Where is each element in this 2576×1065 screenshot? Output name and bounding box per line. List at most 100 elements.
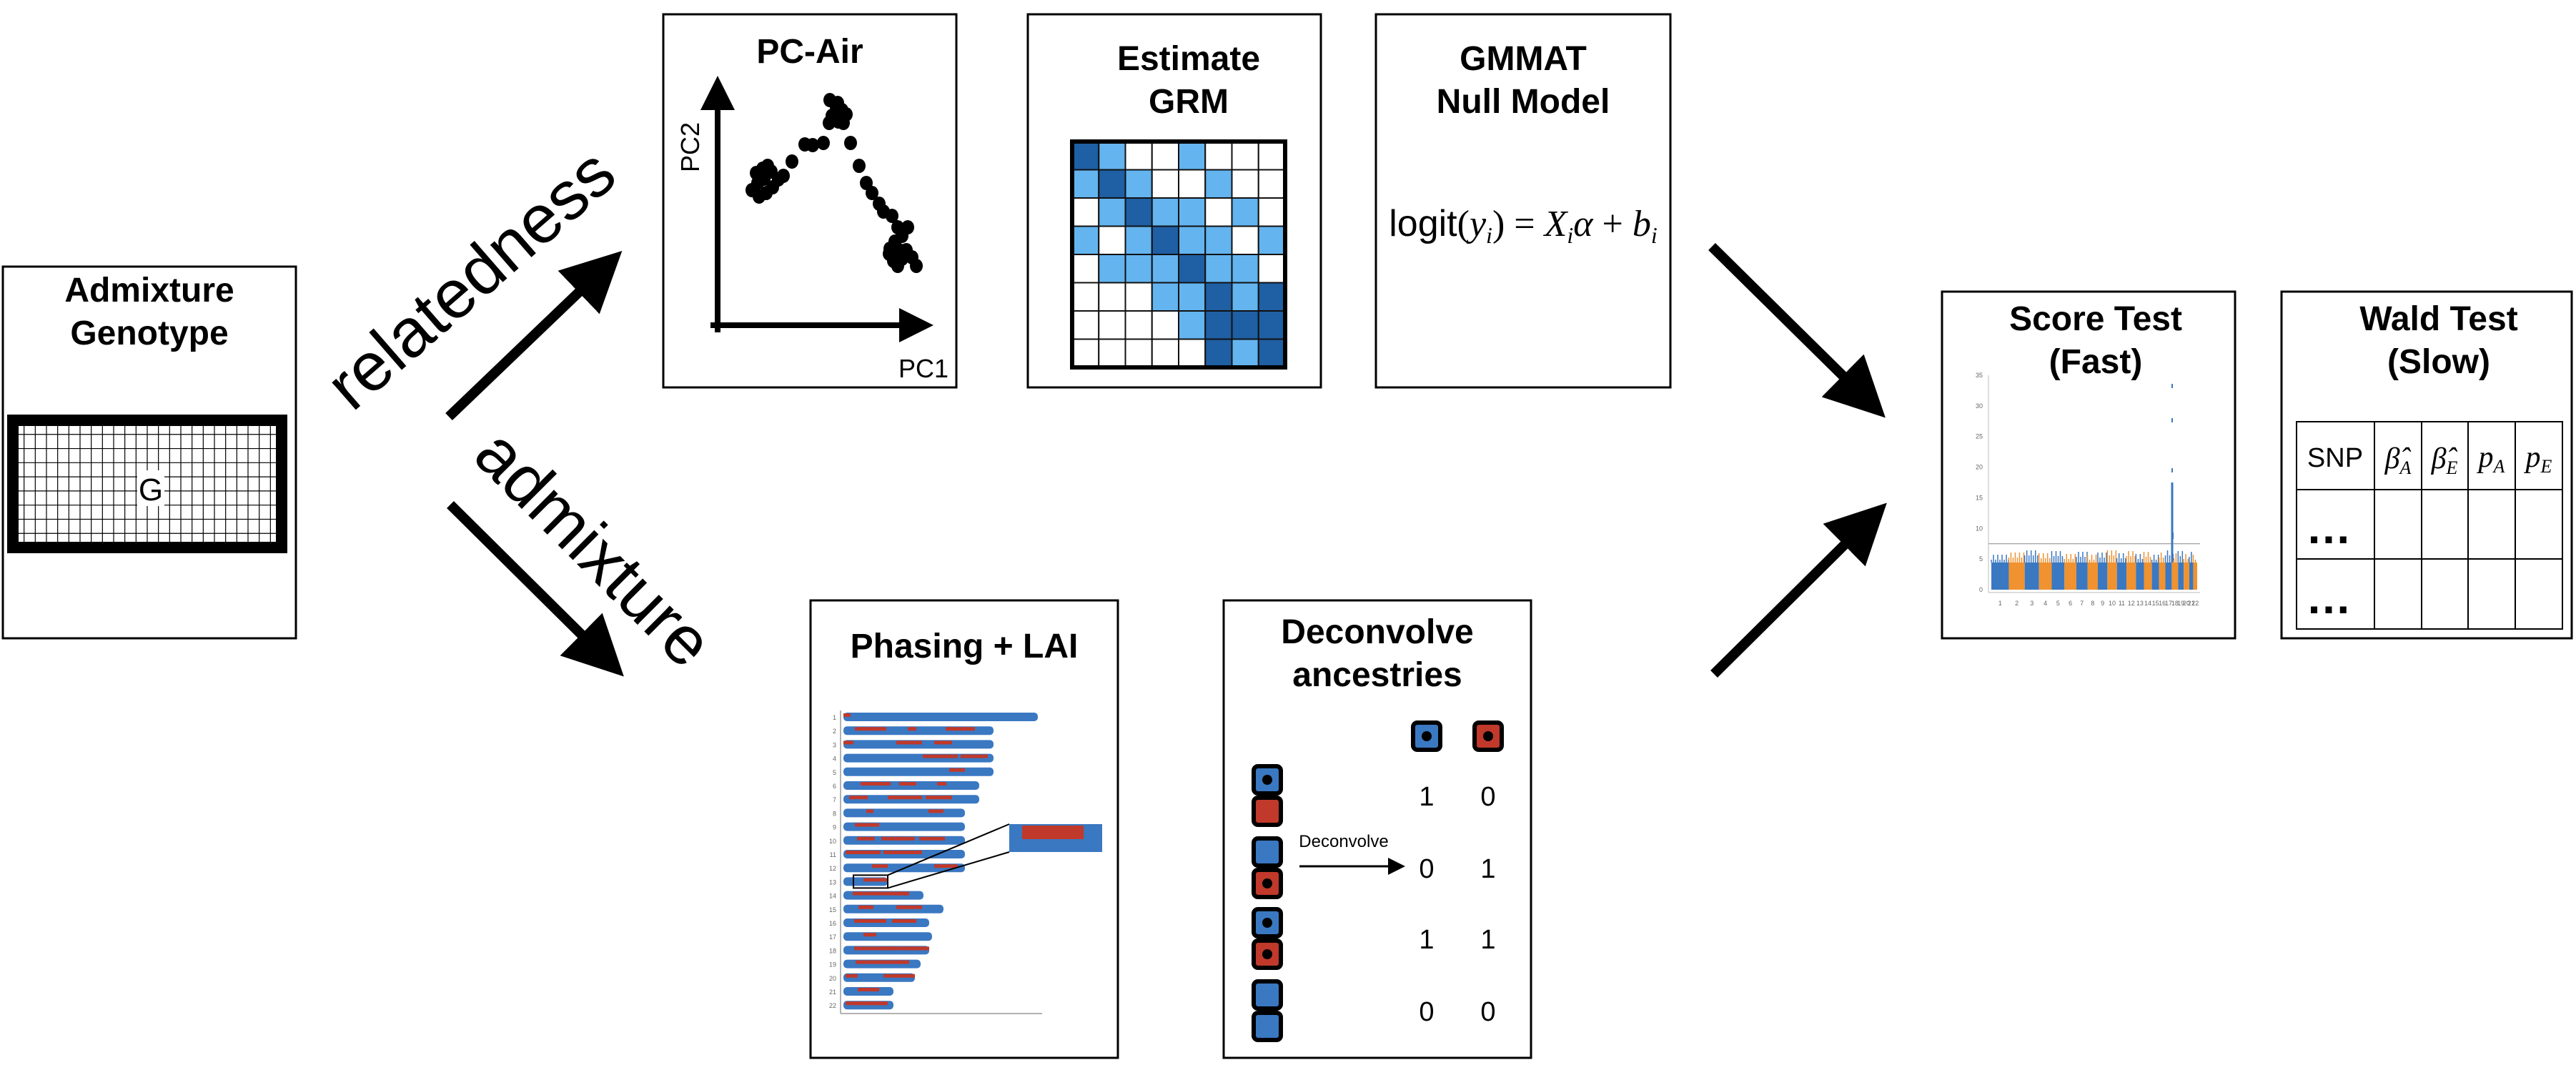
ancestry-blue-icon-dot bbox=[1422, 731, 1432, 741]
grm-cell bbox=[1178, 254, 1207, 284]
grm-cell bbox=[1204, 310, 1233, 340]
grm-cell bbox=[1071, 338, 1100, 368]
chromosome-bar bbox=[843, 932, 932, 941]
grm-cell bbox=[1257, 338, 1286, 368]
deconvolve-arrow-label: Deconvolve bbox=[1299, 832, 1388, 851]
manhattan-chromosome-band bbox=[2136, 563, 2144, 590]
grm-cell bbox=[1257, 254, 1286, 284]
pc2-axis-label: PC2 bbox=[675, 122, 705, 172]
wald-header-p-a: pA bbox=[2477, 441, 2505, 477]
manhattan-y-tick: 5 bbox=[1979, 555, 1983, 563]
chromosome-bar bbox=[843, 808, 965, 818]
manhattan-chromosome-band bbox=[2008, 563, 2025, 590]
manhattan-x-tick: 19 bbox=[2177, 600, 2184, 607]
ancestry-segment bbox=[863, 878, 888, 882]
chromosome-label: 19 bbox=[829, 961, 836, 969]
manhattan-x-tick: 1 bbox=[1998, 600, 2002, 607]
ancestry-red-icon-dot bbox=[1483, 731, 1493, 741]
grm-cell bbox=[1204, 254, 1233, 284]
ancestry-segment bbox=[961, 754, 988, 758]
ancestry-segment bbox=[856, 960, 879, 964]
ancestry-segment bbox=[855, 1001, 862, 1006]
ancestry-segment bbox=[846, 851, 881, 854]
haplotype-icon-dot bbox=[1262, 775, 1272, 785]
grm-cell bbox=[1178, 282, 1207, 312]
manhattan-chromosome-band bbox=[2171, 563, 2179, 590]
grm-cell bbox=[1178, 197, 1207, 227]
chromosome-label: 13 bbox=[829, 878, 836, 886]
haplotype-icon-dot bbox=[1262, 878, 1272, 888]
deconvolve-value-red: 1 bbox=[1480, 854, 1495, 884]
manhattan-chromosome-band bbox=[2126, 563, 2136, 590]
ancestry-segment bbox=[843, 740, 853, 745]
ancestry-segment bbox=[854, 919, 886, 923]
grm-cell bbox=[1151, 169, 1179, 199]
grm-cell bbox=[1071, 197, 1100, 227]
ancestry-segment bbox=[846, 974, 858, 978]
zoom-line bbox=[887, 823, 1010, 876]
chromosome-label: 7 bbox=[833, 796, 836, 803]
grm-cell bbox=[1151, 141, 1179, 171]
admixture-genotype-box: Admixture Genotype G bbox=[1, 265, 297, 640]
haplotype-icon-dot bbox=[1262, 949, 1272, 959]
ancestry-segment bbox=[861, 782, 891, 786]
manhattan-y-tick: 0 bbox=[1979, 586, 1983, 593]
grm-title-line1: Estimate bbox=[1117, 40, 1260, 78]
grm-cell bbox=[1098, 254, 1126, 284]
chromosome-label: 2 bbox=[833, 728, 836, 735]
ancestry-segment bbox=[857, 836, 875, 841]
manhattan-x-tick: 22 bbox=[2191, 600, 2199, 607]
manhattan-x-tick: 4 bbox=[2044, 600, 2047, 607]
manhattan-chromosome-band bbox=[2076, 563, 2088, 590]
grm-cell bbox=[1151, 310, 1179, 340]
chromosome-label: 21 bbox=[829, 989, 836, 996]
manhattan-x-tick: 10 bbox=[2109, 600, 2116, 607]
ancestry-segment bbox=[865, 1001, 888, 1006]
grm-cell bbox=[1231, 197, 1259, 227]
manhattan-chromosome-band bbox=[2051, 563, 2065, 590]
grm-cell bbox=[1204, 141, 1233, 171]
chromosome-label: 5 bbox=[833, 769, 836, 776]
grm-cell bbox=[1257, 141, 1286, 171]
chromosome-bar bbox=[843, 713, 1038, 721]
manhattan-x-tick: 20 bbox=[2183, 600, 2190, 607]
ancestry-segment bbox=[899, 905, 922, 909]
ancestry-segment bbox=[908, 727, 916, 731]
chromosome-label: 3 bbox=[833, 741, 836, 748]
bottom-to-score-arrow bbox=[1710, 502, 1887, 678]
score-title-line2: (Fast) bbox=[2049, 343, 2143, 381]
ancestry-segment bbox=[891, 891, 909, 896]
pc-point bbox=[886, 209, 898, 223]
ancestry-segment bbox=[870, 727, 886, 731]
chromosome-bar bbox=[843, 767, 994, 776]
deconvolve-value-blue: 1 bbox=[1419, 782, 1434, 812]
manhattan-y-tick: 35 bbox=[1976, 372, 1983, 379]
grm-cell bbox=[1071, 169, 1100, 199]
haplotype-icon bbox=[1252, 796, 1283, 827]
grm-heatmap bbox=[1071, 141, 1286, 368]
grm-cell bbox=[1098, 310, 1126, 340]
haplotype-icon bbox=[1252, 836, 1283, 868]
zoom-inset-segment bbox=[1022, 826, 1084, 839]
wald-row-ellipsis-2: … bbox=[2306, 572, 2352, 623]
grm-cell bbox=[1204, 225, 1233, 255]
ancestry-segment bbox=[892, 946, 919, 951]
ancestry-segment bbox=[849, 796, 868, 800]
haplotype-icon bbox=[1252, 979, 1283, 1011]
zoom-region bbox=[853, 874, 888, 889]
ancestry-segment bbox=[919, 836, 945, 841]
zoom-line bbox=[887, 851, 1010, 889]
pc-point bbox=[786, 154, 798, 169]
chromosome-label: 4 bbox=[833, 756, 836, 763]
ancestry-segment bbox=[846, 1001, 861, 1006]
admixture-title-line2: Genotype bbox=[70, 314, 228, 352]
manhattan-x-tick: 11 bbox=[2119, 600, 2125, 607]
grm-cell bbox=[1124, 141, 1153, 171]
ancestry-segment bbox=[946, 727, 975, 731]
manhattan-chromosome-band bbox=[2087, 563, 2099, 590]
admixture-title-line1: Admixture bbox=[64, 272, 234, 309]
ancestry-segment bbox=[896, 905, 903, 909]
